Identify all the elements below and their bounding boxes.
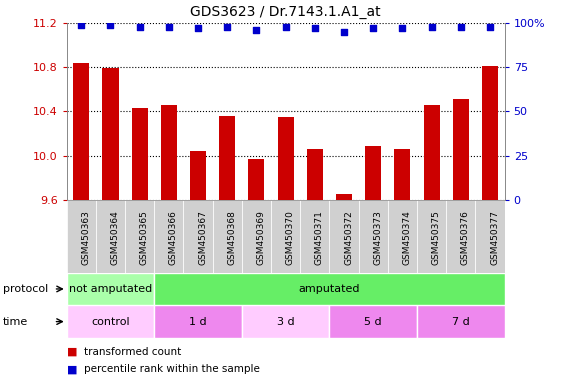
Bar <box>103 68 118 200</box>
Point <box>485 23 495 30</box>
Bar <box>358 200 388 273</box>
Bar <box>388 200 417 273</box>
Text: ■: ■ <box>67 364 77 374</box>
Text: GSM450370: GSM450370 <box>285 210 295 265</box>
Bar <box>329 305 417 338</box>
Bar <box>154 200 183 273</box>
Bar <box>446 200 476 273</box>
Bar <box>423 105 440 200</box>
Text: 5 d: 5 d <box>364 316 382 327</box>
Text: transformed count: transformed count <box>84 347 182 357</box>
Text: GSM450367: GSM450367 <box>198 210 207 265</box>
Bar <box>154 273 505 305</box>
Bar <box>417 305 505 338</box>
Text: not amputated: not amputated <box>69 284 152 294</box>
Bar <box>476 200 505 273</box>
Bar <box>219 116 235 200</box>
Text: amputated: amputated <box>299 284 360 294</box>
Bar <box>213 200 242 273</box>
Text: GSM450373: GSM450373 <box>374 210 382 265</box>
Point <box>456 23 466 30</box>
Bar <box>67 305 154 338</box>
Bar <box>132 108 148 200</box>
Text: GSM450376: GSM450376 <box>461 210 470 265</box>
Text: GSM450368: GSM450368 <box>227 210 236 265</box>
Bar <box>67 273 154 305</box>
Bar <box>365 146 381 200</box>
Bar <box>73 63 89 200</box>
Text: control: control <box>91 316 130 327</box>
Text: GSM450372: GSM450372 <box>344 210 353 265</box>
Bar <box>329 200 358 273</box>
Text: 3 d: 3 d <box>277 316 295 327</box>
Bar <box>271 200 300 273</box>
Point <box>281 23 291 30</box>
Bar <box>161 105 177 200</box>
Bar <box>482 66 498 200</box>
Text: GSM450366: GSM450366 <box>169 210 178 265</box>
Bar <box>300 200 329 273</box>
Bar <box>183 200 213 273</box>
Point <box>106 22 115 28</box>
Text: GSM450369: GSM450369 <box>256 210 266 265</box>
Text: GSM450375: GSM450375 <box>432 210 441 265</box>
Bar <box>453 99 469 200</box>
Bar <box>154 305 242 338</box>
Bar <box>336 194 352 200</box>
Point <box>398 25 407 31</box>
Text: 7 d: 7 d <box>452 316 470 327</box>
Text: ■: ■ <box>67 347 77 357</box>
Bar <box>394 149 411 200</box>
Bar <box>96 200 125 273</box>
Bar <box>242 200 271 273</box>
Point <box>369 25 378 31</box>
Bar <box>190 151 206 200</box>
Text: GSM450364: GSM450364 <box>110 210 119 265</box>
Bar <box>278 117 293 200</box>
Bar <box>242 305 329 338</box>
Point <box>427 23 436 30</box>
Bar <box>125 200 154 273</box>
Point <box>135 23 144 30</box>
Bar <box>307 149 323 200</box>
Point <box>223 23 232 30</box>
Text: GSM450374: GSM450374 <box>403 210 411 265</box>
Point <box>339 29 349 35</box>
Text: GSM450377: GSM450377 <box>490 210 499 265</box>
Point <box>252 27 261 33</box>
Point <box>193 25 203 31</box>
Point <box>310 25 320 31</box>
Text: GSM450363: GSM450363 <box>81 210 90 265</box>
Point <box>164 23 173 30</box>
Point <box>77 22 86 28</box>
Bar <box>248 159 264 200</box>
Text: time: time <box>3 316 28 327</box>
Text: protocol: protocol <box>3 284 48 294</box>
Bar <box>417 200 446 273</box>
Text: GSM450371: GSM450371 <box>315 210 324 265</box>
Text: percentile rank within the sample: percentile rank within the sample <box>84 364 260 374</box>
Text: 1 d: 1 d <box>189 316 207 327</box>
Text: GSM450365: GSM450365 <box>140 210 148 265</box>
Bar <box>67 200 96 273</box>
Title: GDS3623 / Dr.7143.1.A1_at: GDS3623 / Dr.7143.1.A1_at <box>190 5 381 19</box>
